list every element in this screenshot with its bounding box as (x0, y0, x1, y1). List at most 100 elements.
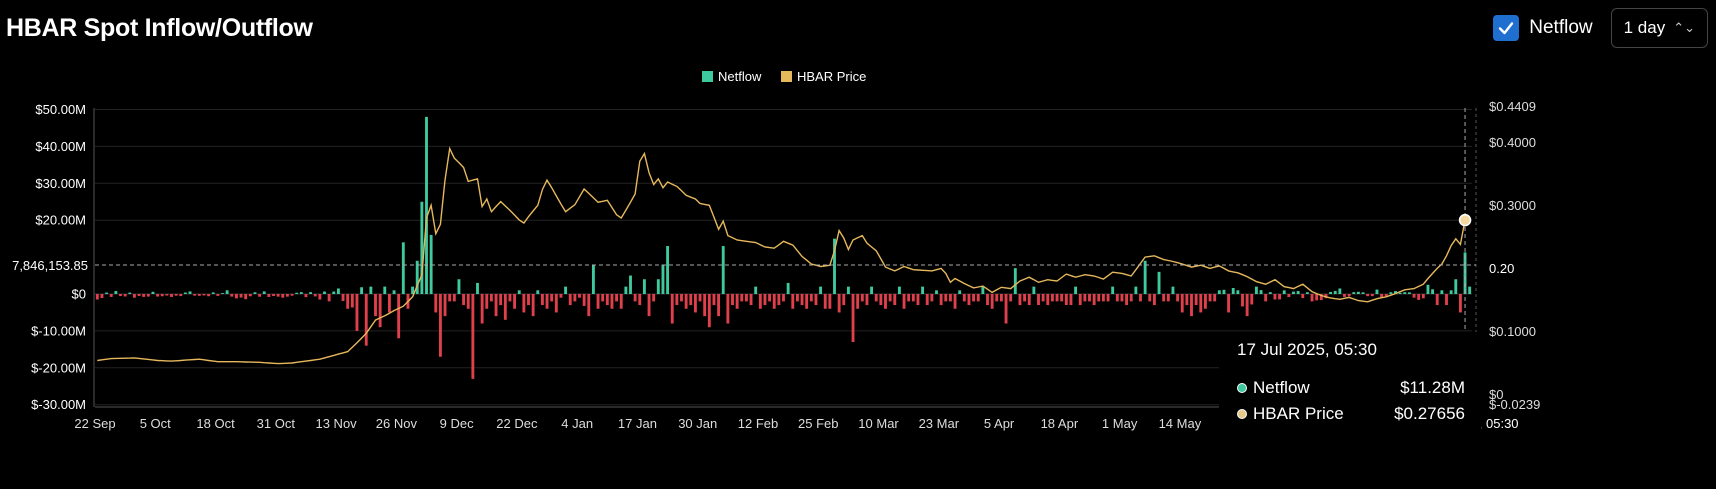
netflow-bar (1310, 294, 1314, 302)
netflow-bar (285, 294, 289, 297)
netflow-bar (1148, 294, 1152, 302)
legend-label: HBAR Price (797, 69, 866, 84)
netflow-bar (156, 294, 160, 297)
netflow-bar (1064, 294, 1068, 306)
netflow-bar (114, 291, 118, 294)
check-icon (1499, 22, 1514, 35)
netflow-bar (499, 294, 503, 306)
netflow-bar (703, 294, 707, 317)
chart-controls: Netflow 1 day ⌃⌄ (1493, 8, 1708, 48)
x-tick-label: 12 Feb (738, 416, 778, 431)
netflow-bar (698, 294, 702, 302)
price-dot-icon (1237, 409, 1247, 419)
netflow-bar (814, 294, 818, 306)
netflow-bar (652, 294, 656, 302)
interval-value: 1 day (1623, 18, 1666, 37)
netflow-bar (1088, 294, 1091, 302)
netflow-bar (1041, 294, 1045, 302)
netflow-bar (981, 286, 985, 294)
x-tick-label: 18 Apr (1041, 416, 1079, 431)
tooltip-value: $11.28M (1400, 378, 1465, 397)
x-tick-label: 14 May (1159, 416, 1202, 431)
left-tick-label: $-10.00M (31, 323, 86, 338)
netflow-bar (1417, 294, 1421, 300)
netflow-bar (666, 246, 670, 294)
netflow-bar (550, 294, 554, 302)
netflow-bar (689, 294, 693, 306)
netflow-bar (1333, 290, 1337, 294)
netflow-bar (531, 294, 535, 317)
netflow-bar (893, 294, 897, 306)
netflow-bar (216, 294, 220, 296)
x-tick-label: 22 Sep (74, 416, 115, 431)
x-tick-label: 31 Oct (257, 416, 296, 431)
netflow-bar (795, 294, 799, 302)
price-line (97, 146, 1466, 365)
netflow-bar (105, 292, 109, 294)
netflow-bar (1315, 294, 1319, 301)
netflow-bar (921, 286, 925, 294)
netflow-bar (1101, 294, 1105, 302)
netflow-bar (1134, 286, 1138, 294)
netflow-bar (1319, 294, 1323, 301)
netflow-bar (721, 246, 725, 294)
left-tick-label: $20.00M (35, 213, 86, 228)
netflow-bar (1468, 286, 1472, 294)
netflow-bar (304, 294, 308, 298)
netflow-bar (624, 286, 628, 294)
netflow-bar (1078, 294, 1082, 306)
netflow-bar (1074, 286, 1078, 294)
netflow-checkbox[interactable] (1493, 15, 1520, 41)
netflow-bar (1343, 294, 1346, 297)
netflow-bar (1069, 294, 1073, 306)
netflow-bar (290, 294, 294, 296)
x-tick-label: 5 Oct (140, 416, 171, 431)
netflow-bar (230, 294, 234, 297)
netflow-bar (1115, 294, 1119, 302)
netflow-toggle-label[interactable]: Netflow (1529, 17, 1593, 38)
x-tick-label: 1 May (1102, 416, 1138, 431)
netflow-bar (336, 288, 340, 294)
price-highlight-point (1458, 213, 1472, 227)
netflow-bar (1180, 294, 1184, 313)
netflow-bar (800, 294, 804, 306)
netflow-bar (1287, 294, 1291, 298)
netflow-bar (485, 294, 489, 309)
netflow-bar (615, 294, 619, 302)
netflow-bar (1356, 291, 1360, 294)
netflow-bar (1398, 292, 1402, 294)
netflow-bar (828, 294, 832, 309)
x-tick-label: 17 Jan (618, 416, 657, 431)
tooltip-row-netflow: Netflow $11.28M (1237, 378, 1465, 398)
netflow-bar (819, 286, 823, 294)
left-tick-label: $0 (72, 287, 86, 302)
right-tick-label: $0.1000 (1489, 324, 1536, 339)
netflow-bar (578, 294, 581, 298)
netflow-bar (415, 260, 419, 294)
x-tick-label: 26 Nov (376, 416, 418, 431)
netflow-bar (142, 294, 146, 297)
netflow-bar (165, 294, 169, 296)
netflow-bar (1403, 292, 1407, 294)
netflow-bar (1037, 294, 1040, 306)
right-tick-label: 0.20 (1489, 261, 1514, 276)
legend-label: Netflow (718, 69, 762, 84)
netflow-bar (647, 294, 651, 317)
netflow-bar (119, 294, 122, 297)
netflow-bar (309, 292, 313, 294)
netflow-bar (1166, 294, 1170, 302)
netflow-bar (935, 290, 938, 294)
netflow-bar (768, 294, 772, 302)
netflow-bar (772, 294, 776, 309)
netflow-bar (1407, 292, 1411, 294)
netflow-bar (1083, 294, 1087, 302)
interval-select[interactable]: 1 day ⌃⌄ (1610, 8, 1708, 48)
tooltip-label: Netflow (1253, 378, 1310, 397)
netflow-bar (545, 294, 549, 309)
right-tick-label: $0.3000 (1489, 198, 1536, 213)
netflow-bar (360, 287, 364, 294)
netflow-bar (860, 294, 864, 302)
netflow-bar (262, 291, 266, 294)
left-axis: $50.00M $40.00M $30.00M $20.00M $0 $-10.00M $-… (0, 102, 93, 412)
netflow-bar (1217, 290, 1221, 294)
